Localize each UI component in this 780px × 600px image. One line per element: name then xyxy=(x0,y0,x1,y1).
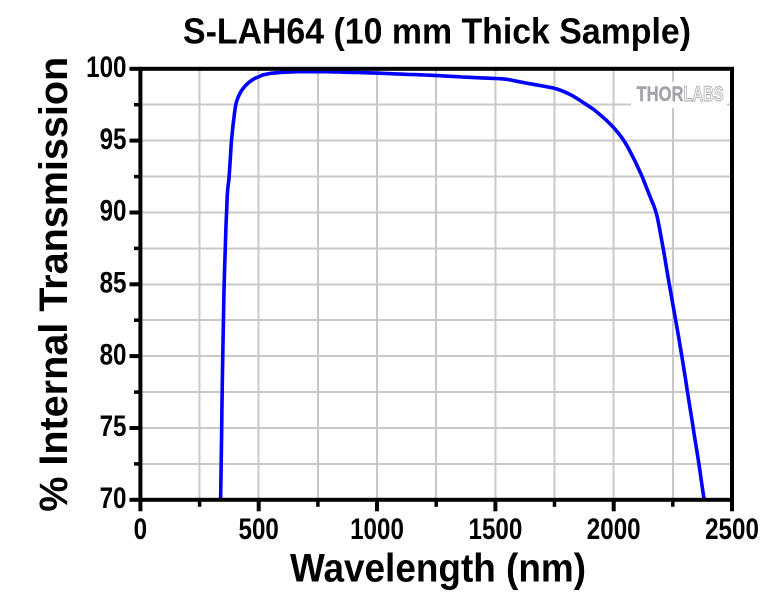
svg-text:80: 80 xyxy=(100,338,127,371)
svg-text:2500: 2500 xyxy=(705,513,759,546)
svg-text:75: 75 xyxy=(100,410,127,443)
svg-text:100: 100 xyxy=(86,51,126,84)
svg-text:95: 95 xyxy=(100,123,127,156)
svg-text:85: 85 xyxy=(100,266,127,299)
svg-text:0: 0 xyxy=(134,513,147,546)
svg-text:1000: 1000 xyxy=(350,513,404,546)
svg-text:Wavelength (nm): Wavelength (nm) xyxy=(290,546,586,590)
svg-text:500: 500 xyxy=(239,513,279,546)
svg-text:70: 70 xyxy=(100,482,127,515)
svg-text:S-LAH64 (10 mm Thick Sample): S-LAH64 (10 mm Thick Sample) xyxy=(183,11,691,52)
svg-text:90: 90 xyxy=(100,194,127,227)
svg-text:THOR: THOR xyxy=(637,83,684,106)
svg-text:% Internal Transmission: % Internal Transmission xyxy=(32,57,76,512)
svg-text:LABS: LABS xyxy=(684,83,724,106)
svg-text:2000: 2000 xyxy=(587,513,641,546)
svg-text:1500: 1500 xyxy=(468,513,522,546)
